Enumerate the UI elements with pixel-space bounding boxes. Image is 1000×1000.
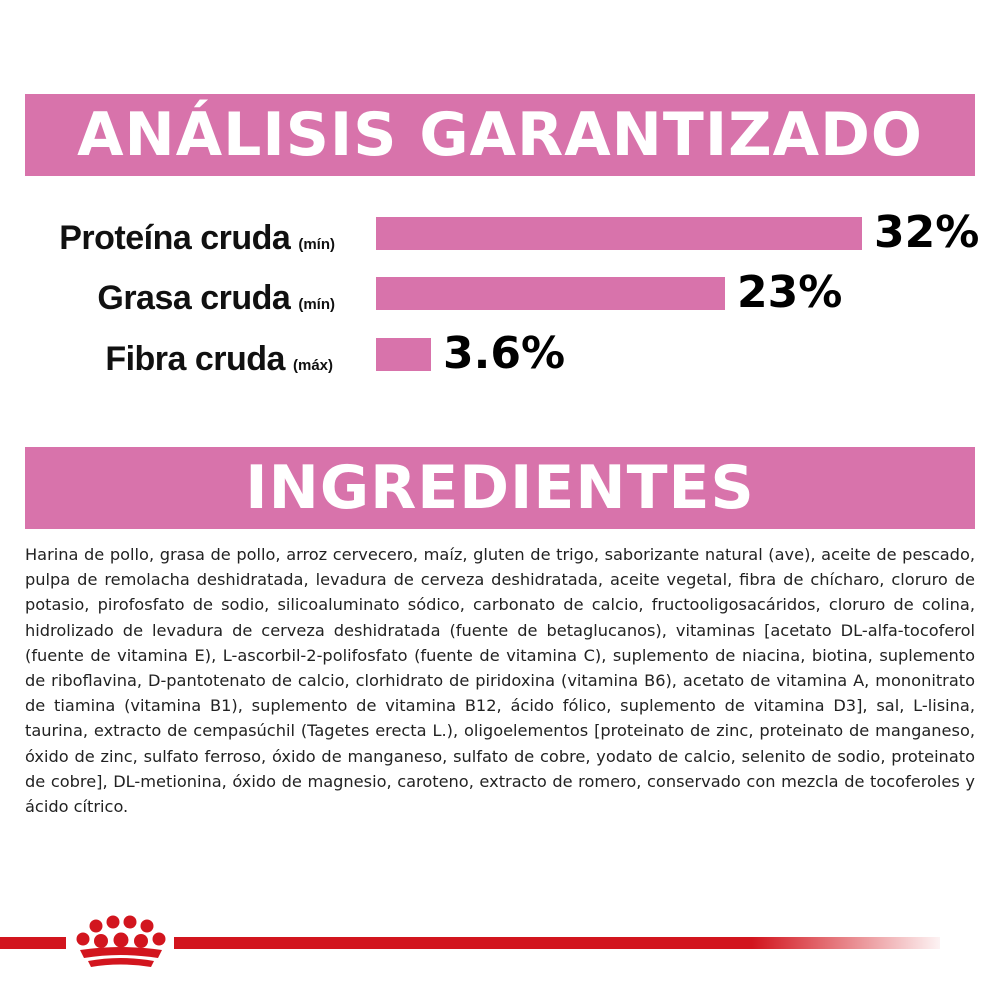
nutrient-label: Fibra cruda (máx) — [105, 329, 333, 379]
nutrient-bar — [376, 217, 862, 250]
nutrient-label: Grasa cruda (mín) — [97, 268, 335, 318]
nutrient-value: 32% — [874, 207, 980, 258]
nutrient-row-fiber: Fibra cruda (máx) 3.6% — [0, 328, 1000, 379]
nutrient-label: Proteína cruda (mín) — [59, 208, 335, 258]
nutrient-value: 3.6% — [443, 328, 566, 379]
nutrient-value: 23% — [737, 267, 843, 318]
ingredients-text: Harina de pollo, grasa de pollo, arroz c… — [25, 545, 975, 817]
nutrient-qualifier: (mín) — [298, 236, 335, 253]
ingredients-banner: INGREDIENTES — [25, 447, 975, 529]
nutrient-name: Fibra cruda — [105, 340, 285, 378]
analysis-banner: ANÁLISIS GARANTIZADO — [25, 94, 975, 176]
crown-icon-svg — [76, 915, 166, 967]
nutrient-qualifier: (máx) — [292, 357, 333, 374]
nutrient-row-protein: Proteína cruda (mín) 32% — [0, 207, 1000, 258]
ingredients-title: INGREDIENTES — [245, 453, 755, 523]
nutrient-bar — [376, 338, 431, 371]
nutrient-bar — [376, 277, 725, 310]
nutrient-row-fat: Grasa cruda (mín) 23% — [0, 267, 1000, 318]
footer-line — [0, 937, 940, 949]
nutrient-qualifier: (mín) — [298, 296, 335, 313]
analysis-title: ANÁLISIS GARANTIZADO — [77, 100, 923, 170]
nutrient-name: Grasa cruda — [97, 279, 291, 317]
nutrient-name: Proteína cruda — [59, 219, 291, 257]
crown-icon — [66, 914, 174, 972]
